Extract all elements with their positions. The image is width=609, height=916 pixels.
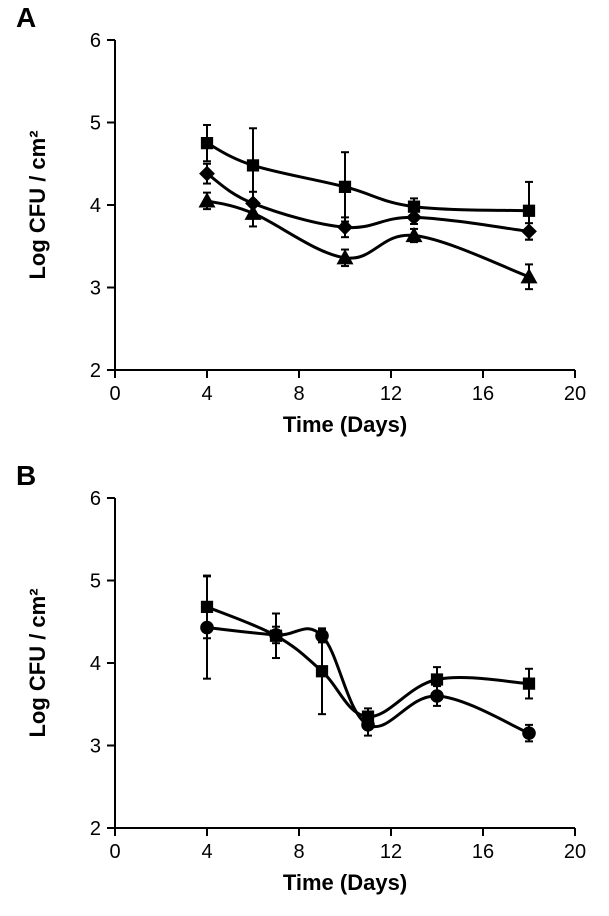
svg-text:Log CFU / cm²: Log CFU / cm² bbox=[25, 588, 50, 737]
svg-text:16: 16 bbox=[472, 841, 494, 863]
svg-text:3: 3 bbox=[90, 278, 101, 300]
svg-text:5: 5 bbox=[90, 571, 101, 593]
svg-text:8: 8 bbox=[293, 841, 304, 863]
panel-b: 0 4 8 12 16 20 2 3 4 5 6 Time (Days) Log CFU / cm² bbox=[0, 478, 609, 908]
svg-text:6: 6 bbox=[90, 488, 101, 510]
figure-container: A 04812162023456Time (Days)Log CFU / cm²… bbox=[0, 0, 609, 916]
svg-text:Time (Days): Time (Days) bbox=[283, 412, 407, 437]
panel-a: 0 4 8 12 16 20 2 3 4 5 6 Time (Days) Log CFU / cm² bbox=[0, 20, 609, 450]
svg-text:20: 20 bbox=[564, 841, 586, 863]
panel-b-svg: 0 4 8 12 16 20 2 3 4 5 6 Time (Days) Log CFU / cm² bbox=[0, 478, 609, 908]
svg-text:4: 4 bbox=[90, 653, 101, 675]
svg-text:2: 2 bbox=[90, 360, 101, 382]
svg-text:4: 4 bbox=[90, 195, 101, 217]
svg-text:4: 4 bbox=[201, 383, 212, 405]
svg-text:8: 8 bbox=[293, 383, 304, 405]
svg-text:12: 12 bbox=[380, 841, 402, 863]
svg-text:0: 0 bbox=[109, 841, 120, 863]
svg-text:5: 5 bbox=[90, 113, 101, 135]
svg-text:16: 16 bbox=[472, 383, 494, 405]
svg-text:0: 0 bbox=[109, 383, 120, 405]
svg-text:12: 12 bbox=[380, 383, 402, 405]
svg-text:6: 6 bbox=[90, 30, 101, 52]
panel-a-svg: 0 4 8 12 16 20 2 3 4 5 6 Time (Days) Log CFU / cm² bbox=[0, 20, 609, 450]
svg-text:Log CFU / cm²: Log CFU / cm² bbox=[25, 130, 50, 279]
svg-text:Time (Days): Time (Days) bbox=[283, 870, 407, 895]
svg-text:3: 3 bbox=[90, 736, 101, 758]
svg-text:20: 20 bbox=[564, 383, 586, 405]
svg-text:4: 4 bbox=[201, 841, 212, 863]
svg-text:2: 2 bbox=[90, 818, 101, 840]
